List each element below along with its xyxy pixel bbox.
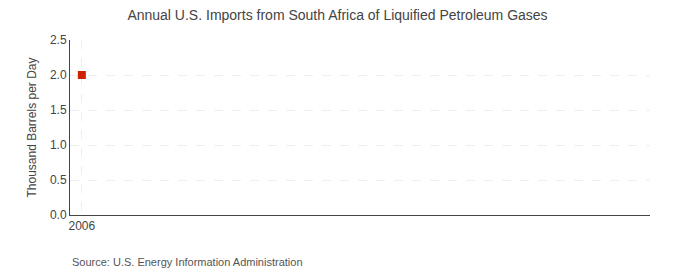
svg-text:2.0: 2.0 — [50, 68, 67, 82]
svg-text:2006: 2006 — [68, 219, 95, 233]
svg-text:Annual U.S. Imports from South: Annual U.S. Imports from South Africa of… — [127, 7, 547, 23]
svg-text:1.5: 1.5 — [50, 103, 67, 117]
svg-text:Source: U.S. Energy Informatio: Source: U.S. Energy Information Administ… — [72, 256, 303, 268]
svg-text:1.0: 1.0 — [50, 138, 67, 152]
svg-text:Thousand Barrels per Day: Thousand Barrels per Day — [25, 57, 39, 197]
svg-text:2.5: 2.5 — [50, 33, 67, 47]
svg-text:0.0: 0.0 — [50, 208, 67, 222]
svg-text:0.5: 0.5 — [50, 173, 67, 187]
